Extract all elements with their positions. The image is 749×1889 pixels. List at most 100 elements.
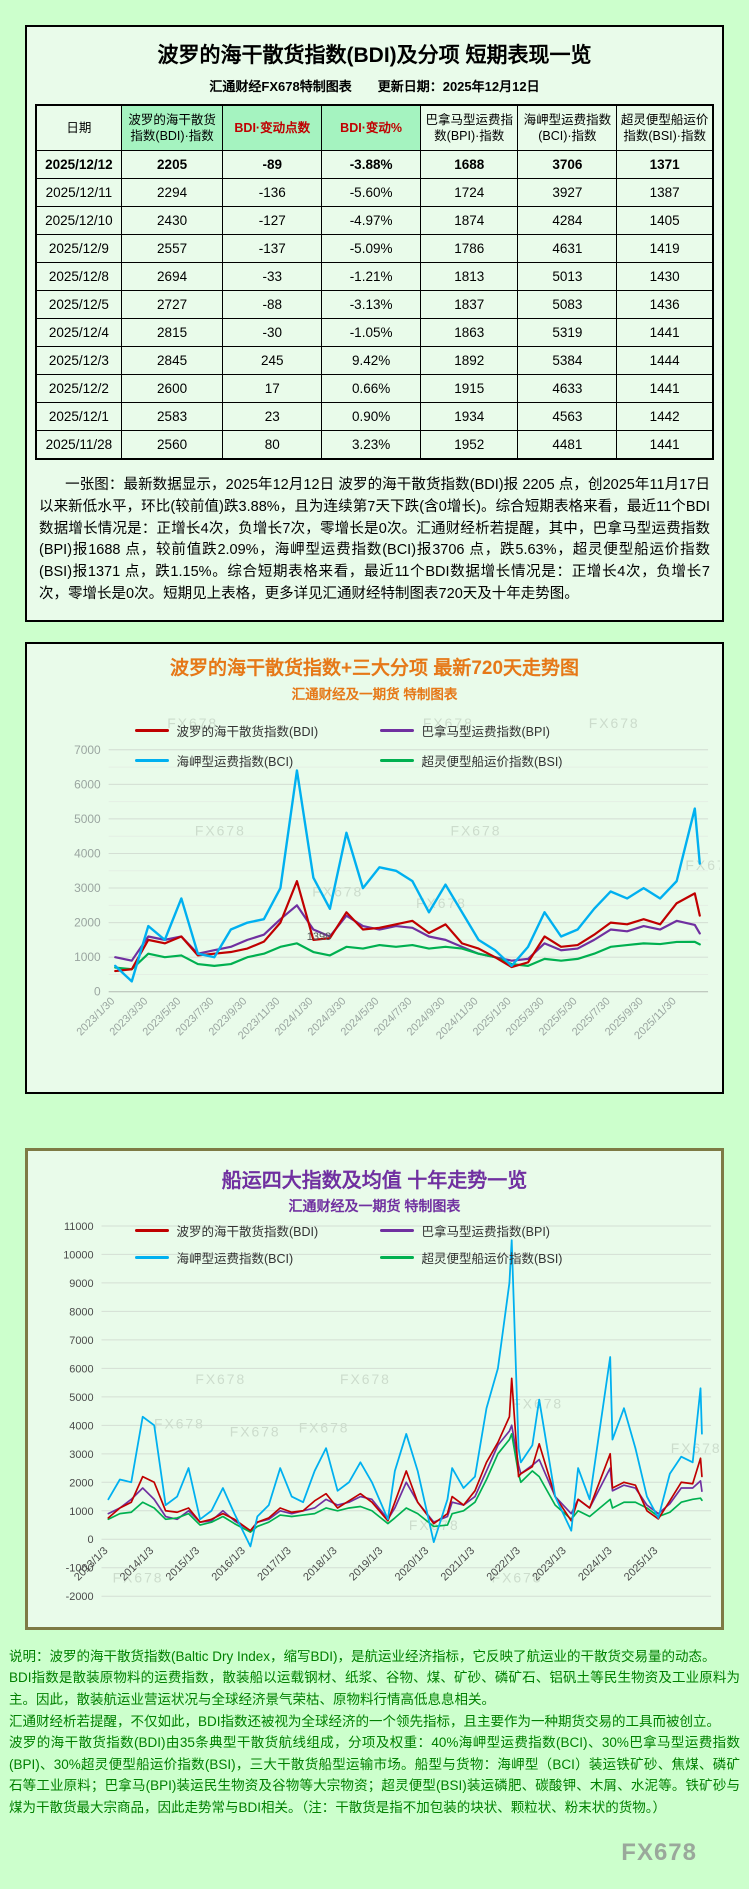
svg-text:3000: 3000 — [69, 1449, 93, 1461]
data-label: 1398 — [307, 930, 331, 942]
table-cell: 2600 — [120, 374, 224, 403]
svg-text:3000: 3000 — [74, 881, 101, 895]
col-header-bdi-change-points: BDI·变动点数 — [222, 104, 323, 151]
table-cell: 2025/12/12 — [35, 150, 122, 179]
series-line — [114, 940, 701, 970]
legend-swatch — [134, 758, 169, 762]
col-header-date: 日期 — [35, 104, 122, 151]
svg-text:2017/1/3: 2017/1/3 — [255, 1545, 294, 1584]
table-cell: 1441 — [616, 318, 714, 347]
table-cell: 5319 — [517, 318, 618, 347]
table-cell: -3.13% — [321, 290, 421, 319]
bdi-table: 日期 波罗的海干散货指数(BDI)·指数 BDI·变动点数 BDI·变动% 巴拿… — [35, 104, 714, 460]
table-row: 2025/12/5 2727 -88 -3.13% 1837 5083 1436 — [35, 290, 714, 319]
fx678-chart-watermark: FX678 — [154, 1415, 205, 1431]
table-row: 2025/12/12 2205 -89 -3.88% 1688 3706 1371 — [35, 150, 714, 179]
table-cell: 1837 — [419, 290, 519, 319]
table-cell: 1441 — [616, 430, 714, 460]
table-cell: 1387 — [616, 178, 714, 207]
table-cell: 4563 — [517, 402, 618, 431]
svg-text:7000: 7000 — [74, 742, 101, 756]
footer-paragraph: 汇通财经析若提醒，不仅如此，BDI指数还被视为全球经济的一个领先指标，且主要作为… — [9, 1713, 721, 1729]
table-row: 2025/12/4 2815 -30 -1.05% 1863 5319 1441 — [35, 318, 714, 347]
table-row: 2025/12/2 2600 17 0.66% 1915 4633 1441 — [35, 374, 714, 403]
table-cell: 9.42% — [321, 346, 421, 375]
table-cell: 1419 — [616, 234, 714, 263]
legend-label: 海岬型运费指数(BCI) — [176, 754, 294, 769]
table-cell: 1724 — [419, 178, 519, 207]
legend-item: 海岬型运费指数(BCI) — [134, 751, 380, 770]
legend-item: 超灵便型船运价指数(BSI) — [379, 751, 615, 770]
table-cell: -5.09% — [321, 234, 421, 263]
table-cell: 1863 — [419, 318, 519, 347]
table-cell: 1934 — [419, 402, 519, 431]
svg-text:2000: 2000 — [69, 1477, 93, 1489]
table-cell: 2025/11/28 — [35, 430, 122, 460]
table-cell: 1405 — [616, 206, 714, 235]
table-cell: 2025/12/3 — [35, 346, 122, 375]
table-cell: 1688 — [419, 150, 519, 179]
table-cell: 2025/12/8 — [35, 262, 122, 291]
table-cell: -1.21% — [321, 262, 421, 291]
table-row: 2025/11/28 2560 80 3.23% 1952 4481 1441 — [35, 430, 714, 460]
fx678-chart-watermark: FX678 — [312, 883, 363, 899]
svg-text:2023/1/3: 2023/1/3 — [530, 1545, 569, 1584]
table-cell: 3.23% — [321, 430, 421, 460]
table-cell: -127 — [222, 206, 323, 235]
footer-paragraph: 说明：波罗的海干散货指数(Baltic Dry Index，缩写BDI)，是航运… — [9, 1648, 716, 1664]
legend-label: 巴拿马型运费指数(BPI) — [421, 724, 550, 739]
series-line — [107, 1432, 703, 1533]
table-cell: 4481 — [517, 430, 618, 460]
table-cell: -30 — [222, 318, 323, 347]
legend-label: 海岬型运费指数(BCI) — [176, 1251, 294, 1266]
chart-10y-svg: -2000 -1000 0 1000 2000 3000 4000 5000 6000 7000 8… — [63, 1221, 719, 1603]
svg-text:5000: 5000 — [69, 1392, 93, 1404]
legend-swatch — [379, 758, 414, 762]
chart-10y-subtitle: 汇通财经及一期货 特制图表 — [288, 1197, 461, 1214]
chart-10y-title: 船运四大指数及均值 十年走势一览 — [221, 1169, 528, 1192]
table-cell: 1430 — [616, 262, 714, 291]
fx678-chart-watermark: FX678 — [167, 714, 218, 730]
series-line — [114, 879, 701, 972]
table-cell: 3927 — [517, 178, 618, 207]
table-cell: -89 — [222, 150, 323, 179]
svg-text:1000: 1000 — [69, 1506, 93, 1518]
fx678-chart-watermark: FX678 — [512, 1395, 563, 1411]
chart-10y-panel: 船运四大指数及均值 十年走势一览 汇通财经及一期货 特制图表 波罗的海干散货指数… — [25, 1147, 724, 1630]
series-line — [114, 768, 701, 983]
fx678-chart-watermark: FX678 — [451, 822, 502, 838]
table-cell: -5.60% — [321, 178, 421, 207]
table-cell: 2560 — [120, 430, 224, 460]
col-header-bci: 海岬型运费指数(BCI)·指数 — [517, 104, 618, 151]
series-line — [114, 903, 701, 962]
panel-subtitle: 汇通财经FX678特制图表 更新日期：2025年12月12日 — [209, 79, 540, 94]
table-cell: 5083 — [517, 290, 618, 319]
footer-notes: 说明：波罗的海干散货指数(Baltic Dry Index，缩写BDI)，是航运… — [9, 1646, 740, 1819]
table-row: 2025/12/11 2294 -136 -5.60% 1724 3927 1387 — [35, 178, 714, 207]
legend-item: 超灵便型船运价指数(BSI) — [379, 1248, 615, 1267]
table-row: 2025/12/10 2430 -127 -4.97% 1874 4284 1405 — [35, 206, 714, 235]
table-cell: 1915 — [419, 374, 519, 403]
chart-720d-svg: 0 1000 2000 3000 4000 5000 6000 7000 FX678 FX678 F… — [74, 714, 720, 1041]
fx678-chart-watermark: FX678 — [416, 895, 467, 911]
table-cell: 23 — [222, 402, 323, 431]
table-cell: 2025/12/9 — [35, 234, 122, 263]
series-line — [107, 1377, 703, 1532]
fx678-chart-watermark: FX678 — [195, 1371, 246, 1387]
table-cell: 2815 — [120, 318, 224, 347]
legend-label: 巴拿马型运费指数(BPI) — [421, 1224, 550, 1239]
svg-text:6000: 6000 — [74, 777, 101, 791]
legend-item: 波罗的海干散货指数(BDI) — [134, 1221, 380, 1240]
table-cell: 1892 — [419, 346, 519, 375]
table-body: 2025/12/12 2205 -89 -3.88% 1688 3706 1371 2025/… — [35, 150, 714, 460]
table-cell: 1442 — [616, 402, 714, 431]
svg-text:11000: 11000 — [64, 1221, 94, 1233]
svg-text:4000: 4000 — [69, 1420, 93, 1432]
table-cell: 4284 — [517, 206, 618, 235]
table-cell: 1441 — [616, 374, 714, 403]
table-cell: 2583 — [120, 402, 224, 431]
legend-item: 波罗的海干散货指数(BDI) — [134, 721, 380, 740]
table-cell: 1371 — [616, 150, 714, 179]
svg-text:9000: 9000 — [69, 1278, 93, 1290]
table-cell: 2025/12/2 — [35, 374, 122, 403]
